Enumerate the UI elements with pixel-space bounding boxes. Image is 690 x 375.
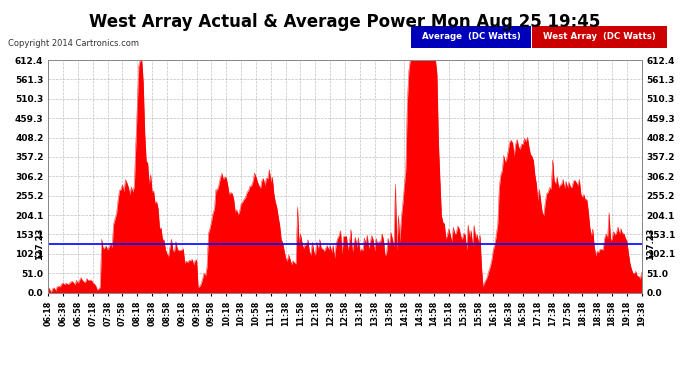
Text: 127.23: 127.23: [646, 228, 655, 260]
Text: 127.23: 127.23: [35, 228, 44, 260]
Text: West Array Actual & Average Power Mon Aug 25 19:45: West Array Actual & Average Power Mon Au…: [89, 13, 601, 31]
Text: Copyright 2014 Cartronics.com: Copyright 2014 Cartronics.com: [8, 39, 139, 48]
Text: West Array  (DC Watts): West Array (DC Watts): [543, 32, 655, 41]
Text: Average  (DC Watts): Average (DC Watts): [422, 32, 520, 41]
